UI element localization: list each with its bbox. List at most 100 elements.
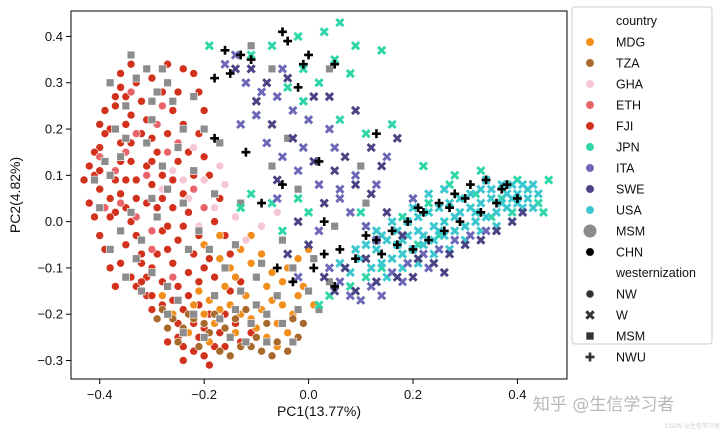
legend-label-fji: FJI bbox=[616, 120, 633, 134]
data-point-tza bbox=[257, 346, 266, 356]
data-point-swe bbox=[518, 207, 528, 217]
data-point-msm bbox=[189, 92, 198, 101]
data-point-usa bbox=[497, 179, 507, 190]
data-point-usa bbox=[439, 217, 449, 227]
data-point-usa bbox=[497, 198, 507, 208]
data-point-msm bbox=[137, 235, 146, 245]
series-gha bbox=[158, 143, 282, 245]
data-point-chn bbox=[335, 244, 345, 254]
data-point-chn bbox=[330, 282, 340, 291]
data-point-chn bbox=[210, 73, 219, 83]
data-point-chn bbox=[319, 217, 329, 227]
data-point-jpn bbox=[314, 300, 324, 310]
data-point-swe bbox=[392, 133, 402, 143]
legend-marker-tza bbox=[585, 58, 595, 68]
data-point-tza bbox=[173, 337, 183, 347]
data-point-mdg bbox=[257, 249, 266, 259]
legend-label-style-nwu: NWU bbox=[616, 351, 646, 365]
data-point-chn bbox=[372, 235, 381, 245]
data-point-usa bbox=[507, 193, 517, 204]
data-point-usa bbox=[408, 203, 418, 213]
data-point-msm bbox=[273, 291, 282, 300]
data-point-swe bbox=[392, 272, 402, 282]
data-point-msm bbox=[158, 161, 167, 171]
data-point-tza bbox=[283, 346, 292, 356]
legend-label-style-nw: NW bbox=[616, 288, 637, 302]
data-point-msm bbox=[293, 185, 303, 194]
legend-items: country MDG TZA GHA ETH FJI JPN ITA SWE USA MSM CHN… bbox=[583, 14, 696, 365]
legend-marker-swe bbox=[585, 184, 595, 194]
data-point-usa bbox=[371, 226, 382, 236]
data-point-mdg bbox=[189, 300, 198, 310]
data-point-eth bbox=[126, 87, 136, 97]
data-point-msm bbox=[189, 166, 198, 175]
data-point-fji bbox=[210, 272, 219, 282]
data-point-fji bbox=[152, 203, 162, 213]
data-point-msm bbox=[132, 73, 141, 83]
data-point-usa bbox=[444, 198, 455, 208]
data-point-fji bbox=[205, 360, 214, 370]
data-point-chn bbox=[466, 180, 475, 189]
data-point-fji bbox=[116, 189, 125, 199]
data-point-swe bbox=[272, 175, 282, 185]
data-point-msm bbox=[226, 333, 235, 342]
data-point-msm bbox=[262, 310, 271, 319]
data-point-msm bbox=[147, 97, 157, 106]
data-point-swe bbox=[330, 286, 340, 296]
data-point-jpn bbox=[350, 41, 361, 51]
data-point-msm bbox=[142, 138, 151, 148]
data-point-msm bbox=[241, 337, 251, 347]
data-point-ita bbox=[335, 193, 345, 204]
y-tick-label: 0.0 bbox=[45, 214, 63, 229]
data-point-usa bbox=[418, 230, 429, 241]
data-point-fji bbox=[126, 157, 136, 166]
data-point-ita bbox=[314, 226, 324, 236]
data-point-swe bbox=[288, 133, 298, 143]
data-point-msm bbox=[116, 152, 125, 161]
data-point-msm bbox=[231, 240, 240, 249]
series-msm bbox=[90, 41, 371, 347]
data-point-fji bbox=[178, 64, 188, 74]
data-point-fji bbox=[116, 69, 125, 78]
data-point-msm bbox=[278, 235, 287, 245]
data-point-fji bbox=[163, 129, 172, 138]
data-point-msm bbox=[163, 78, 172, 87]
data-point-fji bbox=[199, 351, 209, 361]
data-point-fji bbox=[199, 106, 209, 115]
data-point-usa bbox=[486, 193, 496, 204]
data-point-ita bbox=[377, 291, 387, 301]
data-point-jpn bbox=[544, 175, 554, 185]
data-point-msm bbox=[215, 314, 224, 324]
data-point-usa bbox=[471, 207, 481, 217]
watermark-text: 知乎 @生信学习者 bbox=[533, 395, 674, 415]
legend-frame bbox=[571, 6, 713, 345]
data-point-fji bbox=[121, 175, 131, 185]
data-point-gha bbox=[220, 180, 230, 189]
data-point-ita bbox=[324, 263, 335, 273]
data-point-usa bbox=[476, 198, 486, 208]
data-point-msm bbox=[184, 245, 193, 254]
data-point-jpn bbox=[424, 198, 434, 208]
data-point-ita bbox=[288, 105, 298, 116]
data-point-msm bbox=[100, 157, 110, 166]
data-point-fji bbox=[152, 147, 162, 157]
data-point-chn bbox=[319, 249, 329, 259]
data-point-chn bbox=[455, 217, 465, 227]
data-point-msm bbox=[116, 226, 125, 236]
data-point-tza bbox=[299, 319, 308, 328]
data-point-jpn bbox=[476, 166, 486, 176]
series-usa bbox=[335, 175, 543, 282]
data-point-ita bbox=[241, 78, 251, 88]
data-point-usa bbox=[387, 254, 397, 264]
data-point-chn bbox=[241, 147, 251, 157]
data-point-fji bbox=[105, 263, 115, 273]
data-point-fji bbox=[79, 175, 89, 185]
data-point-usa bbox=[481, 212, 491, 222]
data-point-fji bbox=[205, 254, 214, 263]
data-point-msm bbox=[121, 134, 131, 143]
data-point-jpn bbox=[267, 41, 277, 51]
data-point-mdg bbox=[215, 254, 225, 263]
data-point-swe bbox=[439, 267, 449, 278]
data-point-fji bbox=[100, 129, 110, 138]
data-point-swe bbox=[444, 249, 455, 259]
